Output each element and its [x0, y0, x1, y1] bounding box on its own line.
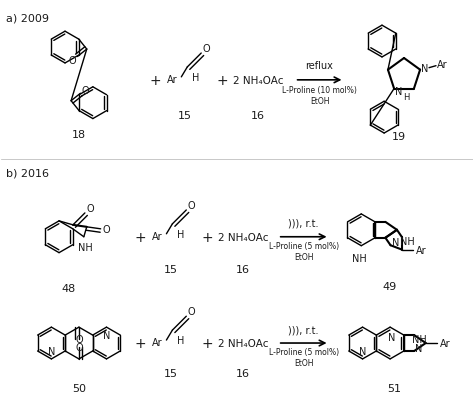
Text: EtOH: EtOH — [294, 358, 313, 367]
Text: ))), r.t.: ))), r.t. — [288, 218, 319, 228]
Text: +: + — [135, 336, 146, 350]
Text: +: + — [216, 74, 228, 87]
Text: L-Proline (10 mol%): L-Proline (10 mol%) — [282, 86, 357, 95]
Text: N: N — [103, 330, 110, 340]
Text: +: + — [201, 336, 213, 350]
Text: reflux: reflux — [306, 61, 333, 71]
Text: L-Proline (5 mol%): L-Proline (5 mol%) — [269, 347, 338, 356]
Text: 16: 16 — [236, 264, 250, 274]
Text: NH: NH — [78, 242, 93, 252]
Text: O: O — [69, 56, 77, 66]
Text: 15: 15 — [178, 110, 192, 120]
Text: NH: NH — [412, 334, 427, 344]
Text: 48: 48 — [62, 284, 76, 294]
Text: L-Proline (5 mol%): L-Proline (5 mol%) — [269, 242, 338, 251]
Text: O: O — [187, 200, 195, 211]
Text: O: O — [81, 85, 89, 95]
Text: H: H — [177, 229, 184, 239]
Text: EtOH: EtOH — [310, 97, 329, 106]
Text: 16: 16 — [251, 110, 265, 120]
Text: Ar: Ar — [167, 75, 177, 85]
Text: H: H — [177, 335, 184, 345]
Text: +: + — [150, 74, 161, 87]
Text: N: N — [421, 64, 429, 73]
Text: 2 NH₄OAc: 2 NH₄OAc — [233, 76, 283, 85]
Text: O: O — [187, 307, 195, 316]
Text: N: N — [416, 343, 423, 353]
Text: O: O — [86, 203, 94, 213]
Text: 49: 49 — [382, 282, 396, 292]
Text: 50: 50 — [72, 383, 86, 393]
Text: 15: 15 — [164, 264, 177, 274]
Text: NH: NH — [352, 253, 367, 263]
Text: H: H — [403, 93, 409, 102]
Text: N: N — [48, 346, 55, 356]
Text: O: O — [75, 334, 83, 344]
Text: 51: 51 — [387, 383, 401, 393]
Text: O: O — [202, 44, 210, 54]
Text: N: N — [395, 86, 403, 96]
Text: +: + — [135, 230, 146, 244]
Text: 2 NH₄OAc: 2 NH₄OAc — [218, 338, 268, 348]
Text: O: O — [75, 342, 83, 352]
Text: N: N — [392, 238, 399, 248]
Text: N: N — [359, 346, 366, 356]
Text: EtOH: EtOH — [294, 252, 313, 262]
Text: 15: 15 — [164, 368, 177, 378]
Text: O: O — [103, 224, 110, 234]
Text: b) 2016: b) 2016 — [6, 168, 49, 178]
Text: 2 NH₄OAc: 2 NH₄OAc — [218, 232, 268, 242]
Text: 18: 18 — [72, 130, 86, 140]
Text: Ar: Ar — [152, 337, 163, 347]
Text: 16: 16 — [236, 368, 250, 378]
Text: ))), r.t.: ))), r.t. — [288, 324, 319, 334]
Text: Ar: Ar — [437, 60, 447, 70]
Text: H: H — [191, 72, 199, 83]
Text: 19: 19 — [392, 132, 406, 142]
Text: Ar: Ar — [416, 245, 427, 255]
Text: NH: NH — [400, 237, 414, 247]
Text: N: N — [388, 332, 396, 342]
Text: Ar: Ar — [152, 231, 163, 241]
Text: +: + — [201, 230, 213, 244]
Text: Ar: Ar — [440, 338, 450, 348]
Text: a) 2009: a) 2009 — [6, 13, 49, 23]
